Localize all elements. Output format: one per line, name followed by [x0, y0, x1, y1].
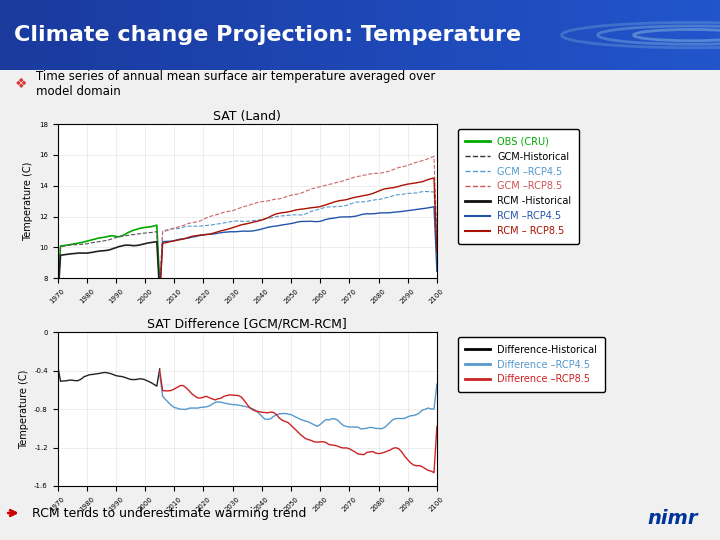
- Text: ❖: ❖: [14, 77, 27, 91]
- Text: RCM tends to underestimate warming trend: RCM tends to underestimate warming trend: [32, 507, 307, 519]
- OBS (CRU): [120, 231, 129, 238]
- OBS (CRU): [83, 238, 91, 245]
- OBS (CRU): [153, 222, 161, 228]
- OBS (CRU): [94, 235, 103, 241]
- OBS (CRU): [144, 224, 153, 230]
- OBS (CRU): [106, 233, 114, 239]
- OBS (CRU): [91, 236, 100, 242]
- OBS (CRU): [59, 242, 68, 249]
- OBS (CRU): [156, 280, 164, 287]
- OBS (CRU): [62, 242, 71, 248]
- OBS (CRU): [150, 222, 158, 229]
- OBS (CRU): [114, 233, 123, 240]
- OBS (CRU): [132, 226, 140, 233]
- OBS (CRU): [79, 239, 88, 245]
- OBS (CRU): [109, 233, 117, 239]
- Title: SAT (Land): SAT (Land): [213, 110, 282, 123]
- OBS (CRU): [123, 230, 132, 236]
- Y-axis label: Temperature (C): Temperature (C): [23, 161, 33, 241]
- OBS (CRU): [68, 241, 76, 247]
- Line: OBS (CRU): OBS (CRU): [58, 225, 160, 298]
- OBS (CRU): [141, 224, 150, 231]
- OBS (CRU): [100, 234, 109, 240]
- OBS (CRU): [112, 233, 120, 240]
- OBS (CRU): [56, 242, 65, 249]
- Text: Time series of annual mean surface air temperature averaged over
model domain: Time series of annual mean surface air t…: [36, 70, 436, 98]
- Text: nimr: nimr: [647, 509, 698, 528]
- Title: SAT Difference [GCM/RCM-RCM]: SAT Difference [GCM/RCM-RCM]: [148, 318, 347, 331]
- OBS (CRU): [86, 237, 94, 244]
- OBS (CRU): [103, 233, 112, 240]
- OBS (CRU): [135, 225, 143, 232]
- OBS (CRU): [117, 233, 126, 239]
- Legend: OBS (CRU), GCM-Historical, GCM –RCP4.5, GCM –RCP8.5, RCM -Historical, RCM –RCP4.: OBS (CRU), GCM-Historical, GCM –RCP4.5, …: [458, 129, 580, 244]
- OBS (CRU): [65, 241, 73, 248]
- Text: Climate change Projection: Temperature: Climate change Projection: Temperature: [14, 25, 521, 45]
- OBS (CRU): [53, 294, 62, 301]
- OBS (CRU): [76, 239, 85, 246]
- Legend: Difference-Historical, Difference –RCP4.5, Difference –RCP8.5: Difference-Historical, Difference –RCP4.…: [458, 337, 605, 392]
- OBS (CRU): [147, 224, 156, 230]
- OBS (CRU): [138, 225, 147, 231]
- OBS (CRU): [126, 228, 135, 235]
- OBS (CRU): [71, 240, 79, 247]
- OBS (CRU): [89, 237, 97, 243]
- Y-axis label: Temperature (C): Temperature (C): [19, 369, 29, 449]
- OBS (CRU): [97, 234, 106, 241]
- OBS (CRU): [129, 227, 138, 233]
- OBS (CRU): [73, 240, 82, 246]
